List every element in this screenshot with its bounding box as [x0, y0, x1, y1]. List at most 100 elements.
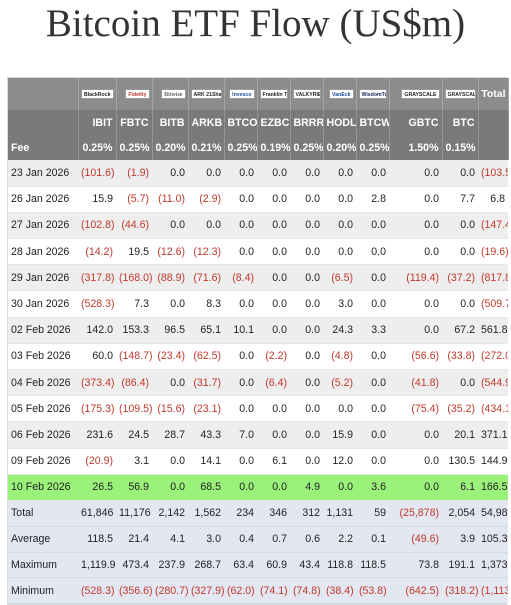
flow-cell: (14.2) [78, 238, 116, 266]
fee-cell: 0.25% [116, 136, 153, 160]
row-total: (272.0) [478, 343, 508, 371]
summary-cell: 0.4 [224, 526, 257, 553]
row-total: 371.1 [478, 421, 508, 449]
issuer-logo-icon: GRAYSCALE [444, 88, 476, 99]
flow-cell: 0.0 [323, 238, 356, 266]
flow-cell: (6.5) [323, 264, 356, 292]
flow-cell: (168.0) [116, 264, 152, 292]
page-title: Bitcoin ETF Flow (US$m) [45, 2, 466, 45]
ticker-header: BTCO [224, 110, 258, 136]
summary-row: Average 118.5 21.4 4.1 3.0 0.4 0.7 0.6 2.2 0.1 (49… [8, 526, 508, 553]
flow-cell: (101.6) [78, 160, 116, 187]
summary-label: Total [8, 500, 78, 527]
table-row: 29 Jan 2026 (317.8) (168.0) (88.9) (71.6) (8.… [8, 264, 508, 292]
flow-cell: 0.0 [442, 238, 478, 266]
row-total: (509.7) [478, 290, 508, 318]
flow-cell: (6.4) [257, 369, 290, 397]
flow-cell: 153.3 [116, 317, 152, 344]
flow-cell: 24.3 [323, 317, 356, 344]
flow-cell: 0.0 [290, 160, 323, 187]
flow-cell: (71.6) [188, 264, 224, 292]
flow-cell: 0.0 [257, 186, 290, 213]
flow-cell: 0.0 [224, 160, 257, 187]
summary-cell: 43.4 [290, 552, 323, 579]
flow-cell: (2.9) [188, 186, 224, 213]
flow-cell: 0.0 [257, 238, 290, 266]
flow-cell: 10.1 [224, 317, 257, 344]
flow-cell: 0.0 [356, 290, 389, 318]
flow-cell: 12.0 [323, 448, 356, 475]
flow-cell: (109.5) [116, 395, 152, 423]
row-date: 06 Feb 2026 [8, 421, 78, 449]
row-total: (103.5) [478, 160, 508, 187]
summary-cell: 312 [290, 500, 323, 527]
flow-cell: 0.0 [323, 186, 356, 213]
ticker-header: GBTC [389, 110, 443, 136]
flow-cell: 0.0 [389, 448, 442, 475]
summary-cell: 0.7 [257, 526, 290, 553]
flow-cell: 231.6 [78, 421, 116, 449]
flow-cell: 6.1 [442, 474, 478, 501]
summary-row: Maximum 1,119.9 473.4 237.9 268.7 63.4 60.9 43.… [8, 552, 508, 579]
flow-cell: 0.0 [224, 212, 257, 240]
table-row: 04 Feb 2026 (373.4) (86.4) 0.0 (31.7) 0.0 (6.4… [8, 369, 508, 397]
summary-cell: 0.1 [356, 526, 389, 553]
table-row: 10 Feb 2026 26.5 56.9 0.0 68.5 0.0 0.0 4.9 0.0 3.… [8, 474, 508, 501]
issuer-logo-icon: VanEck [329, 88, 354, 99]
issuer-logo-cell: VALKYRIE [290, 78, 324, 110]
summary-cell: 2.2 [323, 526, 356, 553]
flow-cell: 96.5 [152, 317, 188, 344]
flow-cell: 0.0 [290, 421, 323, 449]
flow-cell: 0.0 [290, 212, 323, 240]
summary-cell: 118.5 [356, 552, 389, 579]
summary-cell: 59 [356, 500, 389, 527]
summary-cell: 1,119.9 [78, 552, 116, 579]
flow-cell: 0.0 [257, 264, 290, 292]
flow-cell: 0.0 [224, 474, 257, 501]
table-row: 06 Feb 2026 231.6 24.5 28.7 43.3 7.0 0.0 0.0 15.… [8, 421, 508, 449]
flow-cell: (37.2) [442, 264, 478, 292]
etf-flow-table: BlackRock Fidelity Bitwise ARK 21Shares Inve… [8, 78, 509, 605]
fee-cell: 0.25% [224, 136, 258, 160]
flow-cell: 0.0 [356, 448, 389, 475]
row-total: (817.8) [478, 264, 508, 292]
flow-cell: 0.0 [224, 369, 257, 397]
flow-cell: (5.7) [116, 186, 152, 213]
ticker-header: ARKB [188, 110, 225, 136]
flow-cell: 26.5 [78, 474, 116, 501]
flow-cell: 0.0 [257, 212, 290, 240]
row-total: 144.9 [478, 448, 508, 475]
flow-cell: (56.6) [389, 343, 442, 371]
summary-cell: 63.4 [224, 552, 257, 579]
summary-row: Total 61,846 11,176 2,142 1,562 234 346 312 1,13… [8, 500, 508, 527]
flow-cell: 6.1 [257, 448, 290, 475]
flow-cell: (102.8) [78, 212, 116, 240]
issuer-logo-icon: BlackRock [80, 88, 114, 99]
issuer-logo-icon: ARK 21Shares [190, 88, 222, 99]
row-date: 27 Jan 2026 [8, 212, 78, 240]
flow-cell: 3.3 [356, 317, 389, 344]
flow-cell: (33.8) [442, 343, 478, 371]
flow-cell: 0.0 [257, 160, 290, 187]
fee-row: Fee 0.25% 0.25% 0.20% 0.21% 0.25% 0.19% 0.25% 0.… [8, 136, 509, 160]
flow-cell: 0.0 [356, 421, 389, 449]
flow-cell: 0.0 [224, 395, 257, 423]
flow-cell: 0.0 [442, 369, 478, 397]
summary-cell: 118.8 [323, 552, 356, 579]
issuer-logo-cell: VanEck [323, 78, 357, 110]
fee-cell: 0.21% [188, 136, 225, 160]
flow-cell: 0.0 [224, 238, 257, 266]
flow-cell: 0.0 [290, 448, 323, 475]
issuer-logo-cell: Bitwise [152, 78, 189, 110]
flow-cell: 0.0 [389, 212, 442, 240]
row-date: 05 Feb 2026 [8, 395, 78, 423]
flow-cell: 4.9 [290, 474, 323, 501]
table-row: 27 Jan 2026 (102.8) (44.6) 0.0 0.0 0.0 0.0 0.0 0… [8, 212, 508, 240]
issuer-logo-row: BlackRock Fidelity Bitwise ARK 21Shares Inve… [8, 78, 509, 110]
flow-cell: (317.8) [78, 264, 116, 292]
summary-cell: 3.9 [442, 526, 478, 553]
flow-cell: 8.3 [188, 290, 224, 318]
flow-cell: 0.0 [442, 212, 478, 240]
issuer-logo-cell: Invesco [224, 78, 258, 110]
flow-cell: (23.4) [152, 343, 188, 371]
